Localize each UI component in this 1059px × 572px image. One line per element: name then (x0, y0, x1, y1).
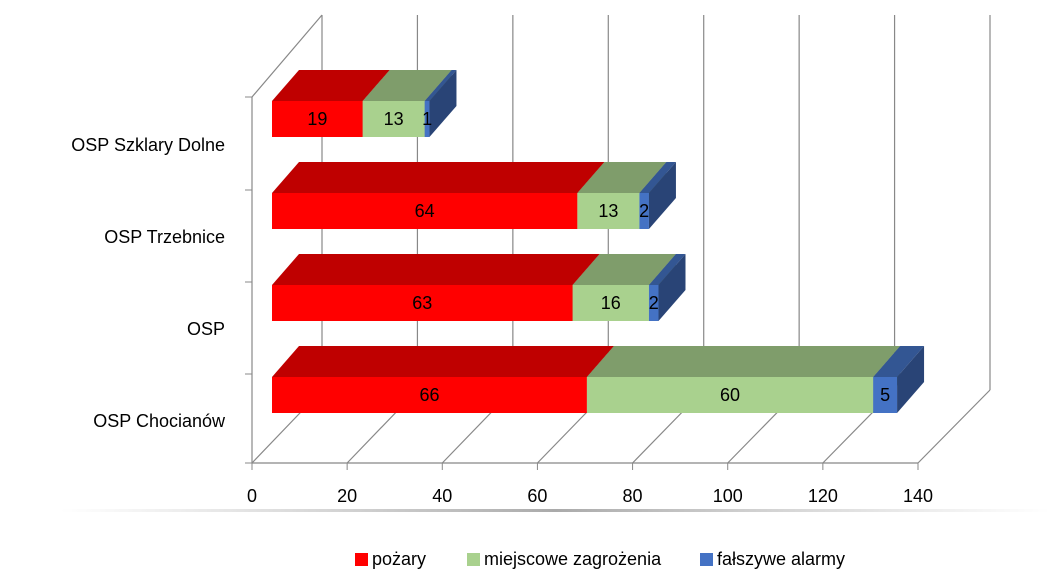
bar (272, 193, 578, 229)
legend-label: pożary (372, 549, 426, 569)
x-tick-label: 80 (623, 486, 643, 506)
value-label: 5 (880, 385, 890, 405)
value-label: 2 (649, 293, 659, 313)
bar (272, 101, 363, 137)
bar-top (362, 70, 452, 101)
bar-top (272, 162, 605, 193)
value-label: 13 (384, 109, 404, 129)
shadow (60, 509, 1050, 512)
legend-label: fałszywe alarmy (717, 549, 845, 569)
y-tick-label: OSP Szklary Dolne (71, 135, 225, 155)
legend-label: miejscowe zagrożenia (484, 549, 662, 569)
y-tick-label: OSP (187, 319, 225, 339)
bar-top (639, 162, 676, 193)
value-label: 16 (601, 293, 621, 313)
value-label: 63 (412, 293, 432, 313)
y-tick-label: OSP Trzebnice (104, 227, 225, 247)
bar (586, 377, 874, 413)
floor-line (917, 389, 991, 464)
bar (639, 193, 649, 229)
x-tick-label: 100 (713, 486, 743, 506)
x-tick-label: 20 (337, 486, 357, 506)
bar-top (272, 346, 614, 377)
bar (572, 285, 649, 321)
value-label: 64 (415, 201, 435, 221)
x-tick-label: 60 (527, 486, 547, 506)
x-tick-label: 120 (808, 486, 838, 506)
bar-top (873, 346, 925, 377)
bar-side (429, 70, 457, 137)
value-label: 66 (419, 385, 439, 405)
x-tick-label: 140 (903, 486, 933, 506)
bar (362, 101, 425, 137)
bar (648, 285, 659, 321)
bar-top (572, 254, 676, 285)
legend-swatch (355, 553, 368, 566)
bar-top (272, 70, 390, 101)
bar (424, 101, 430, 137)
value-label: 2 (639, 201, 649, 221)
y-tick-label: OSP Chocianów (93, 411, 226, 431)
bar-top (424, 70, 457, 101)
value-label: 13 (598, 201, 618, 221)
bar (873, 377, 898, 413)
bar (577, 193, 640, 229)
bar-top (586, 346, 901, 377)
legend-swatch (467, 553, 480, 566)
value-label: 60 (720, 385, 740, 405)
left-wall-edge (251, 14, 323, 98)
bar-side (648, 162, 676, 229)
bar-top (272, 254, 600, 285)
value-label: 1 (422, 109, 432, 129)
bar-side (658, 254, 686, 321)
bar (272, 377, 587, 413)
x-tick-label: 40 (432, 486, 452, 506)
bar (272, 285, 573, 321)
bar-top (648, 254, 686, 285)
x-tick-label: 0 (247, 486, 257, 506)
legend-swatch (700, 553, 713, 566)
value-label: 19 (307, 109, 327, 129)
bar-side (897, 346, 925, 413)
bar-top (577, 162, 667, 193)
